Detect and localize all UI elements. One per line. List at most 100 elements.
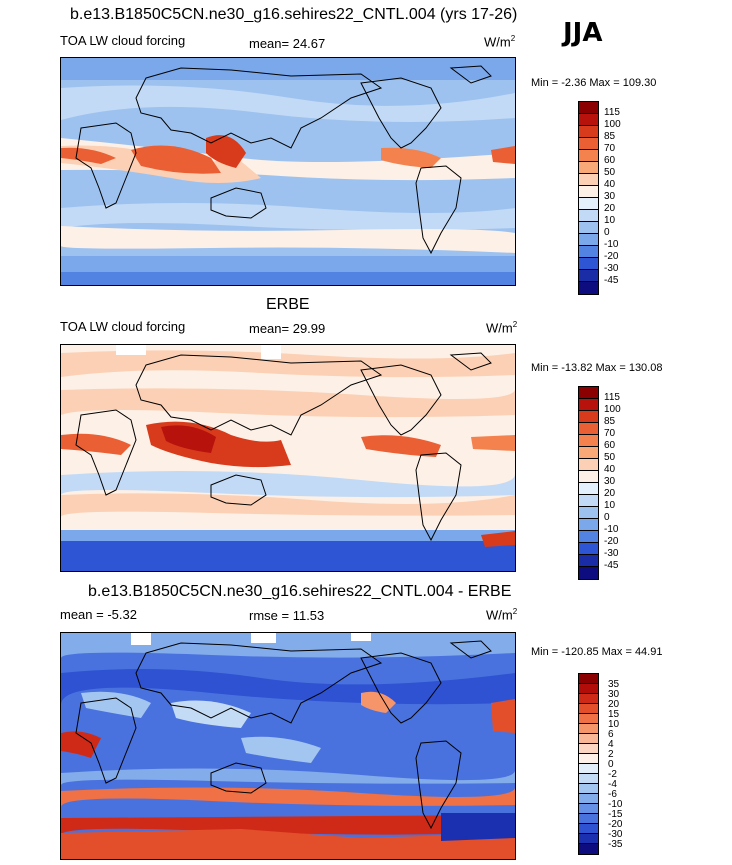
colorbar-swatch	[579, 387, 598, 399]
colorbar-label: 30	[608, 689, 620, 700]
panel1-colorbar	[578, 101, 599, 295]
colorbar-label: -15	[608, 809, 623, 820]
colorbar-swatch	[579, 543, 598, 555]
colorbar-swatch	[579, 824, 598, 834]
colorbar-swatch	[579, 844, 598, 854]
colorbar-label: -10	[608, 799, 623, 810]
panel3-map	[60, 632, 516, 860]
colorbar-swatch	[579, 764, 598, 774]
colorbar-label: 50	[604, 452, 616, 463]
colorbar-swatch	[579, 734, 598, 744]
colorbar-swatch	[579, 150, 598, 162]
colorbar-label: 115	[604, 107, 620, 118]
season-label: JJA	[563, 18, 603, 48]
colorbar-swatch	[579, 555, 598, 567]
colorbar-swatch	[579, 270, 598, 282]
colorbar-label: 2	[608, 749, 614, 760]
colorbar-swatch	[579, 423, 598, 435]
colorbar-label: 35	[608, 679, 620, 690]
colorbar-label: -30	[608, 829, 623, 840]
colorbar-label: 4	[608, 739, 614, 750]
colorbar-swatch	[579, 784, 598, 794]
colorbar-swatch	[579, 126, 598, 138]
colorbar-label: 6	[608, 729, 614, 740]
colorbar-swatch	[579, 483, 598, 495]
colorbar-swatch	[579, 724, 598, 734]
colorbar-label: 30	[604, 476, 616, 487]
colorbar-swatch	[579, 162, 598, 174]
colorbar-swatch	[579, 794, 598, 804]
colorbar-label: 0	[604, 227, 610, 238]
panel2-units: W/m2	[486, 320, 518, 336]
panel1-map	[60, 57, 516, 286]
colorbar-swatch	[579, 804, 598, 814]
colorbar-label: -30	[604, 263, 619, 274]
colorbar-swatch	[579, 114, 598, 126]
colorbar-label: -20	[604, 251, 619, 262]
colorbar-swatch	[579, 754, 598, 764]
colorbar-label: -45	[604, 560, 619, 571]
panel1-title: b.e13.B1850C5CN.ne30_g16.sehires22_CNTL.…	[70, 6, 518, 23]
colorbar-swatch	[579, 186, 598, 198]
panel3-minmax: Min = -120.85 Max = 44.91	[531, 646, 663, 658]
colorbar-label: 0	[604, 512, 610, 523]
colorbar-swatch	[579, 567, 598, 579]
colorbar-swatch	[579, 704, 598, 714]
panel1-units: W/m2	[484, 34, 516, 50]
colorbar-swatch	[579, 834, 598, 844]
panel3-colorbar	[578, 673, 599, 855]
colorbar-label: -6	[608, 789, 617, 800]
colorbar-label: 85	[604, 416, 616, 427]
colorbar-label: 50	[604, 167, 616, 178]
panel2-title: ERBE	[266, 296, 310, 313]
colorbar-swatch	[579, 714, 598, 724]
colorbar-label: 10	[608, 719, 620, 730]
panel2-mean: mean= 29.99	[249, 321, 326, 336]
colorbar-label: -4	[608, 779, 617, 790]
colorbar-label: 40	[604, 464, 616, 475]
colorbar-swatch	[579, 138, 598, 150]
colorbar-swatch	[579, 774, 598, 784]
colorbar-swatch	[579, 246, 598, 258]
colorbar-label: 20	[608, 699, 620, 710]
colorbar-label: 70	[604, 143, 616, 154]
colorbar-label: 85	[604, 131, 616, 142]
colorbar-swatch	[579, 694, 598, 704]
colorbar-label: 60	[604, 155, 616, 166]
colorbar-label: -10	[604, 524, 619, 535]
colorbar-swatch	[579, 411, 598, 423]
colorbar-label: 15	[608, 709, 620, 720]
colorbar-label: 40	[604, 179, 616, 190]
colorbar-swatch	[579, 222, 598, 234]
panel2-minmax: Min = -13.82 Max = 130.08	[531, 362, 663, 374]
colorbar-label: 100	[604, 404, 621, 415]
colorbar-swatch	[579, 471, 598, 483]
colorbar-label: -35	[608, 839, 623, 850]
panel2-colorbar	[578, 386, 599, 580]
colorbar-label: 0	[608, 759, 614, 770]
colorbar-swatch	[579, 399, 598, 411]
colorbar-label: 20	[604, 203, 616, 214]
colorbar-swatch	[579, 282, 598, 294]
colorbar-swatch	[579, 435, 598, 447]
panel1-minmax: Min = -2.36 Max = 109.30	[531, 77, 657, 89]
colorbar-label: -10	[604, 239, 619, 250]
colorbar-swatch	[579, 495, 598, 507]
colorbar-label: 60	[604, 440, 616, 451]
panel3-rmse: rmse = 11.53	[249, 608, 325, 623]
colorbar-swatch	[579, 258, 598, 270]
colorbar-swatch	[579, 198, 598, 210]
colorbar-label: 115	[604, 392, 620, 403]
panel2-left-label: TOA LW cloud forcing	[60, 319, 186, 334]
colorbar-label: -20	[604, 536, 619, 547]
colorbar-swatch	[579, 102, 598, 114]
colorbar-swatch	[579, 447, 598, 459]
colorbar-label: -45	[604, 275, 619, 286]
colorbar-label: 70	[604, 428, 616, 439]
colorbar-swatch	[579, 519, 598, 531]
colorbar-swatch	[579, 744, 598, 754]
panel3-mean: mean = -5.32	[60, 607, 137, 622]
panel1-mean: mean= 24.67	[249, 36, 326, 51]
colorbar-label: -2	[608, 769, 617, 780]
panel3-title: b.e13.B1850C5CN.ne30_g16.sehires22_CNTL.…	[88, 583, 512, 600]
